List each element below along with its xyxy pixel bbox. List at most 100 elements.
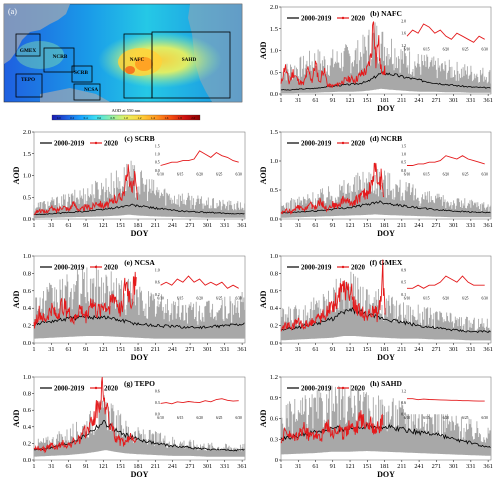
inset-x-tick-label: 6/20 bbox=[196, 416, 203, 420]
x-tick-label: 1 bbox=[279, 97, 282, 104]
y-tick-label: 0.2 bbox=[23, 323, 31, 330]
chart-title: (d) NCRB bbox=[370, 134, 402, 143]
colorbar-ticks: 0.0 0.2 0.4 0.6 0.8 1.0 1.2 1.4 1.6 1.8 2.0 bbox=[57, 116, 196, 120]
x-tick-label: 241 bbox=[414, 97, 423, 104]
inset-x-tick-label: 6/25 bbox=[462, 47, 469, 51]
colorbar-title: AOD at 550 nm bbox=[112, 108, 141, 113]
x-tick-label: 301 bbox=[203, 346, 212, 353]
inset-series-2020 bbox=[160, 398, 239, 405]
x-tick-label: 211 bbox=[397, 346, 406, 353]
x-tick-label: 31 bbox=[295, 97, 301, 104]
y-tick-label: 0.0 bbox=[23, 340, 31, 347]
map-dust-hotspot bbox=[135, 57, 153, 71]
inset-bg bbox=[407, 270, 485, 295]
inset-x-tick-label: 6/30 bbox=[482, 416, 489, 420]
y-tick-label: 1.0 bbox=[270, 48, 278, 55]
x-tick-label: 241 bbox=[414, 222, 423, 229]
region-label-ncrb: NCRB bbox=[53, 54, 68, 60]
legend-marker-2020 bbox=[341, 141, 345, 145]
x-tick-label: 181 bbox=[133, 346, 142, 353]
y-tick-label: 1.5 bbox=[270, 129, 278, 136]
legend-label-2020: 2020 bbox=[104, 264, 119, 272]
x-axis-label: DOY bbox=[131, 229, 149, 238]
inset-x-tick-label: 6/25 bbox=[462, 416, 469, 420]
x-tick-label: 151 bbox=[363, 463, 372, 470]
x-tick-label: 31 bbox=[48, 346, 54, 353]
x-tick-label: 31 bbox=[295, 346, 301, 353]
inset-x-tick-label: 6/15 bbox=[423, 47, 430, 51]
legend-label-2020: 2020 bbox=[351, 385, 366, 393]
inset-x-tick-label: 6/30 bbox=[482, 47, 489, 51]
inset-series-2020 bbox=[406, 23, 485, 43]
series-2020 bbox=[280, 259, 386, 332]
legend-label-2000-2019: 2000-2019 bbox=[54, 385, 85, 393]
inset-y-tick-label: 2.0 bbox=[401, 20, 406, 24]
inset-x-tick-label: 6/20 bbox=[443, 416, 450, 420]
x-tick-label: 211 bbox=[151, 463, 160, 470]
x-tick-label: 121 bbox=[99, 222, 108, 229]
inset-series-2020 bbox=[407, 155, 485, 166]
inset-x-tick-label: 6/15 bbox=[177, 296, 184, 300]
inset-x-tick-label: 6/25 bbox=[216, 296, 223, 300]
y-axis-label: AOD bbox=[259, 409, 268, 427]
series-range bbox=[33, 395, 246, 457]
region-boxes: GMEX NCRB SCRB TEPO NCSA NAFC SAHD bbox=[15, 31, 231, 101]
inset-x-tick-label: 6/30 bbox=[235, 296, 242, 300]
y-tick-label: 0.5 bbox=[270, 187, 278, 194]
chart-title: (e) NCSA bbox=[124, 258, 155, 267]
inset-y-tick-label: 1.5 bbox=[155, 145, 160, 149]
colorbar-tick-label: 1.2 bbox=[137, 116, 141, 120]
y-tick-label: 2.0 bbox=[23, 129, 31, 136]
inset-x-tick-label: 6/10 bbox=[404, 172, 411, 176]
inset-x-tick-label: 6/30 bbox=[482, 296, 489, 300]
y-tick-label: 0.0 bbox=[270, 340, 278, 347]
inset-y-tick-label: 0.2 bbox=[155, 293, 160, 297]
inset-x-tick-label: 6/15 bbox=[177, 172, 184, 176]
region-box-sahd bbox=[151, 31, 231, 99]
legend-label-2000-2019: 2000-2019 bbox=[54, 264, 85, 272]
map-panel: (a) GMEX NCRB SCRB TEPO NCSA NAFC SAHD bbox=[3, 3, 243, 103]
inset-bg bbox=[407, 146, 485, 171]
x-axis-label: DOY bbox=[377, 104, 395, 113]
y-tick-label: 0.6 bbox=[23, 407, 32, 414]
series-2020 bbox=[33, 376, 137, 454]
x-tick-label: 1 bbox=[279, 222, 282, 229]
y-tick-label: 0.8 bbox=[23, 391, 31, 398]
colorbar-tick-label: 2.0 bbox=[191, 116, 195, 120]
inset-series-2020 bbox=[160, 150, 239, 166]
chart-c: 0.0 0.5 1.0 1.5 2.0 1 31 61 91 121 151 181 211 241 271… bbox=[12, 129, 247, 238]
x-tick-label: 361 bbox=[237, 463, 246, 470]
x-tick-label: 91 bbox=[83, 346, 89, 353]
x-tick-label: 211 bbox=[397, 222, 406, 229]
inset-y-tick-label: 1.6 bbox=[401, 32, 406, 36]
x-tick-label: 361 bbox=[483, 346, 492, 353]
y-axis-label: AOD bbox=[12, 166, 21, 184]
y-tick-label: 0 bbox=[275, 457, 278, 464]
colorbar-tick-label: 0.8 bbox=[111, 116, 115, 120]
x-tick-label: 361 bbox=[483, 463, 492, 470]
x-tick-label: 91 bbox=[83, 463, 89, 470]
x-axis-label: DOY bbox=[131, 470, 149, 479]
inset-bg bbox=[160, 270, 239, 295]
y-tick-label: 0.6 bbox=[270, 416, 279, 423]
x-tick-label: 61 bbox=[312, 463, 318, 470]
y-tick-label: 0.2 bbox=[270, 323, 278, 330]
inset-bg bbox=[160, 146, 239, 171]
inset-y-tick-label: 1.0 bbox=[401, 153, 406, 157]
x-tick-label: 211 bbox=[151, 222, 160, 229]
x-tick-label: 271 bbox=[432, 222, 441, 229]
inset-x-tick-label: 6/25 bbox=[216, 416, 223, 420]
x-tick-label: 61 bbox=[66, 463, 72, 470]
x-tick-label: 301 bbox=[449, 346, 458, 353]
x-tick-label: 151 bbox=[363, 222, 372, 229]
inset-y-tick-label: 1.5 bbox=[401, 145, 406, 149]
region-box-gmex bbox=[15, 33, 41, 57]
chart-e: 0.0 0.2 0.4 0.6 0.8 1.0 1 31 61 91 121 151 181 211 241… bbox=[12, 253, 247, 362]
x-tick-label: 301 bbox=[449, 97, 458, 104]
inset-x-tick-label: 6/10 bbox=[404, 47, 411, 51]
map-dust-hotspot-2 bbox=[125, 66, 135, 74]
y-axis-label: AOD bbox=[12, 290, 21, 308]
x-tick-label: 31 bbox=[48, 463, 54, 470]
y-tick-label: 1.0 bbox=[23, 173, 31, 180]
inset-x-tick-label: 6/10 bbox=[404, 296, 411, 300]
